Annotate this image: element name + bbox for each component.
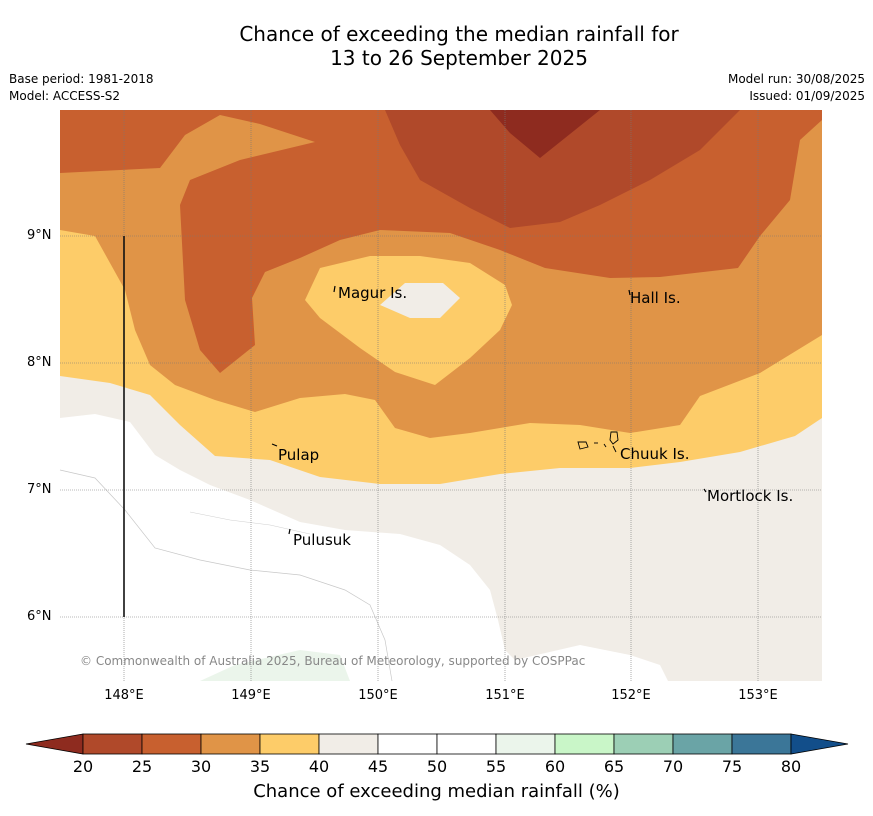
pulusuk-island-marker [288,528,291,535]
colorbar [25,733,849,755]
lon-label-153e: 153°E [738,688,778,703]
place-label-chuuk: Chuuk Is. [620,445,690,463]
base-period: Base period: 1981-2018 [9,72,154,86]
chuuk-islands-marker [577,431,619,453]
colorbar-segment [495,733,556,755]
place-label-mortlock: Mortlock Is. [707,487,794,505]
lat-label-6n: 6°N [27,609,52,624]
contour-20-25 [385,110,740,228]
map-title: Chance of exceeding the median rainfall … [0,22,873,70]
hall-island-marker [628,289,631,296]
colorbar-tick-label: 75 [721,757,743,776]
colorbar-segment [141,733,202,755]
magur-island-marker [333,285,336,293]
colorbar-segment [318,733,379,755]
colorbar-tick-label: 60 [544,757,566,776]
lat-label-7n: 7°N [27,482,52,497]
copyright-notice: © Commonwealth of Australia 2025, Bureau… [80,654,586,668]
mortlock-island-marker [703,488,707,493]
gridlines [60,110,822,681]
colorbar-segment [731,733,792,755]
model-run: Model run: 30/08/2025 [727,72,865,86]
colorbar-tick-label: 80 [780,757,802,776]
colorbar-segment [200,733,261,755]
lat-label-8n: 8°N [27,355,52,370]
colorbar-segment [259,733,320,755]
colorbar-tick-label: 55 [485,757,507,776]
lon-label-151e: 151°E [485,688,525,703]
colorbar-tick-label: 50 [426,757,448,776]
contour-under-20 [490,110,600,158]
colorbar-tick-label: 35 [249,757,271,776]
colorbar-tick-label: 25 [131,757,153,776]
place-label-pulusuk: Pulusuk [293,531,351,549]
coastline-line [59,469,393,682]
colorbar-tick-label: 65 [603,757,625,776]
title-line-1: Chance of exceeding the median rainfall … [239,22,679,46]
contour-35-40-core [305,256,512,385]
colorbar-title: Chance of exceeding median rainfall (%) [253,781,620,802]
colorbar-tick-label: 30 [190,757,212,776]
colorbar-segment [613,733,674,755]
colorbar-tick-label: 40 [308,757,330,776]
place-label-magur: Magur Is. [338,284,408,302]
meta-left: Base period: 1981-2018 Model: ACCESS-S2 [9,71,154,105]
lat-label-9n: 9°N [27,228,52,243]
colorbar-segment [672,733,733,755]
colorbar-segment [377,733,438,755]
colorbar-segment [554,733,615,755]
colorbar-segment [436,733,497,755]
place-label-hall: Hall Is. [630,289,681,307]
island-markers [271,285,707,535]
issued-date: Issued: 01/09/2025 [749,89,865,103]
pulap-island-marker [271,443,278,447]
place-label-pulap: Pulap [278,446,320,464]
lon-label-152e: 152°E [611,688,651,703]
colorbar-segment [82,733,143,755]
meta-right: Model run: 30/08/2025 Issued: 01/09/2025 [728,71,865,105]
contour-40-45-core [380,283,460,318]
lon-label-149e: 149°E [231,688,271,703]
model-name: Model: ACCESS-S2 [9,89,121,103]
colorbar-tick-label: 20 [72,757,94,776]
title-line-2: 13 to 26 September 2025 [330,46,588,70]
colorbar-tick-label: 70 [662,757,684,776]
colorbar-over-arrow [790,733,849,755]
lon-label-150e: 150°E [358,688,398,703]
lon-label-148e: 148°E [104,688,144,703]
contour-45-55 [60,414,668,681]
colorbar-tick-label: 45 [367,757,389,776]
contour-55-60 [200,650,350,681]
colorbar-under-arrow [25,733,84,755]
